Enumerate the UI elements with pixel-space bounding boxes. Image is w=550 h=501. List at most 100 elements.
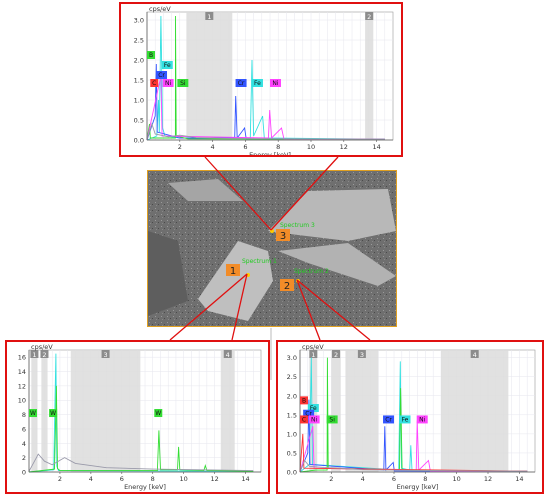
x-tick-label: 4 <box>89 475 93 483</box>
element-label: C <box>302 416 306 423</box>
y-tick-label: 14 <box>18 368 26 376</box>
x-tick-label: 6 <box>392 475 396 483</box>
roi-label: 4 <box>473 351 477 359</box>
spectrum-chart-top: 1 20.00.51.01.52.02.53.02 4 6 8 10 12 14cps/eVE… <box>134 5 394 159</box>
marker-number-1: 1 <box>230 266 236 277</box>
y-tick-label: 0.5 <box>287 449 297 457</box>
spectrum-label-2: Spectrum 2 <box>294 268 329 275</box>
roi-badge <box>332 350 341 358</box>
element-label-box <box>251 79 263 87</box>
spectrum-series-line <box>146 122 385 140</box>
y-tick-label: 1.0 <box>287 430 297 438</box>
x-tick-label: 8 <box>151 475 155 483</box>
element-label-box <box>399 415 411 424</box>
x-axis-label: Energy [keV] <box>124 483 166 491</box>
element-label-box <box>147 51 155 59</box>
x-tick-label: 12 <box>484 475 492 483</box>
y-tick-label: 3.0 <box>134 17 144 25</box>
element-label: Ni <box>272 80 278 87</box>
roi-region <box>70 350 141 472</box>
element-label: B <box>302 397 306 404</box>
y-axis-label: cps/eV <box>31 343 53 351</box>
element-label: W <box>30 410 36 417</box>
marker-number-3: 3 <box>280 231 286 242</box>
y-tick-label: 2 <box>22 454 26 462</box>
element-label-box <box>308 415 320 424</box>
element-label: Cr <box>385 416 392 423</box>
roi-badge <box>470 350 479 358</box>
element-label-box <box>235 79 247 87</box>
roi-badge <box>30 350 39 358</box>
element-label-box <box>270 79 281 87</box>
roi-badge <box>101 350 110 358</box>
element-label-box <box>177 79 189 87</box>
roi-label: 2 <box>334 351 338 359</box>
y-tick-label: 2.0 <box>134 57 144 65</box>
roi-label: 2 <box>42 351 46 359</box>
element-label-box <box>326 415 338 424</box>
x-tick-label: 10 <box>307 143 315 151</box>
x-tick-label: 6 <box>120 475 124 483</box>
roi-label: 3 <box>360 351 364 359</box>
roi-label: 4 <box>226 351 230 359</box>
roi-region <box>365 12 374 140</box>
spectrum-panel-top: 1 2 0.0 0.5 1.0 1.5 2.0 2.5 3.0 2 4 6 8 10 12 14 cps/eV E… <box>119 2 403 159</box>
x-tick-label: 14 <box>372 143 380 151</box>
sem-marker-1[interactable]: Spectrum 1 1 <box>226 258 277 277</box>
element-label-box <box>162 79 174 87</box>
x-axis-label: Energy [keV] <box>249 151 291 155</box>
y-tick-label: 2.0 <box>287 392 297 400</box>
spectrum-panel-left: 1 2 3 4 0 2 4 6 8 10 12 14 16 2 4 6 8 10 12 14 cps/eV Energy … <box>5 340 270 494</box>
x-tick-label: 12 <box>210 475 218 483</box>
y-tick-label: 2.5 <box>287 373 297 381</box>
spectrum-label-1: Spectrum 1 <box>242 258 277 265</box>
element-label: Cr <box>305 411 312 418</box>
x-tick-label: 14 <box>241 475 249 483</box>
spectrum-chart-right: 1 2 3 40.00.51.01.52.02.53.02 4 6 8 10 12 14cps/e… <box>287 343 536 491</box>
x-tick-label: 2 <box>58 475 62 483</box>
roi-badge <box>40 350 49 358</box>
roi-badge <box>357 350 366 358</box>
y-tick-label: 1.5 <box>134 77 144 85</box>
y-tick-label: 1.5 <box>287 411 297 419</box>
spectrum-series-line <box>146 15 385 141</box>
element-label: Cr <box>238 80 245 87</box>
x-tick-label: 12 <box>340 143 348 151</box>
x-tick-label: 8 <box>276 143 280 151</box>
element-label: Fe <box>164 62 171 69</box>
roi-label: 3 <box>103 351 107 359</box>
element-label: Si <box>180 80 186 87</box>
sem-micrograph: Spectrum 3 3 Spectrum 1 1 Spectrum 2 2 <box>147 170 397 327</box>
y-tick-label: 12 <box>18 382 26 390</box>
x-tick-label: 8 <box>423 475 427 483</box>
element-label: Si <box>329 416 335 423</box>
element-label: C <box>152 80 156 87</box>
spectrum-series-line <box>299 357 528 473</box>
spectrum-series-line <box>146 75 385 141</box>
sem-grain-right <box>278 243 396 286</box>
x-tick-label: 4 <box>361 475 365 483</box>
element-label: W <box>155 410 161 417</box>
element-label-box <box>161 61 173 69</box>
element-label-box <box>29 409 37 418</box>
roi-region <box>331 350 341 472</box>
roi-label: 1 <box>311 351 315 359</box>
element-label-box <box>307 404 319 412</box>
roi-region <box>441 350 509 472</box>
y-axis-label: cps/eV <box>302 343 324 351</box>
x-tick-label: 6 <box>243 143 247 151</box>
x-tick-label: 2 <box>329 475 333 483</box>
spectrum-series-line <box>299 433 528 473</box>
y-tick-label: 0.5 <box>134 117 144 125</box>
x-tick-label: 2 <box>178 143 182 151</box>
spectrum-series-line <box>299 459 528 472</box>
element-label: B <box>149 52 153 59</box>
element-label-box <box>416 415 428 424</box>
element-label: W <box>50 410 56 417</box>
y-tick-label: 4 <box>22 440 26 448</box>
element-label-box <box>303 409 315 418</box>
roi-region <box>41 350 48 472</box>
roi-badge <box>309 350 318 358</box>
roi-region <box>220 350 235 472</box>
